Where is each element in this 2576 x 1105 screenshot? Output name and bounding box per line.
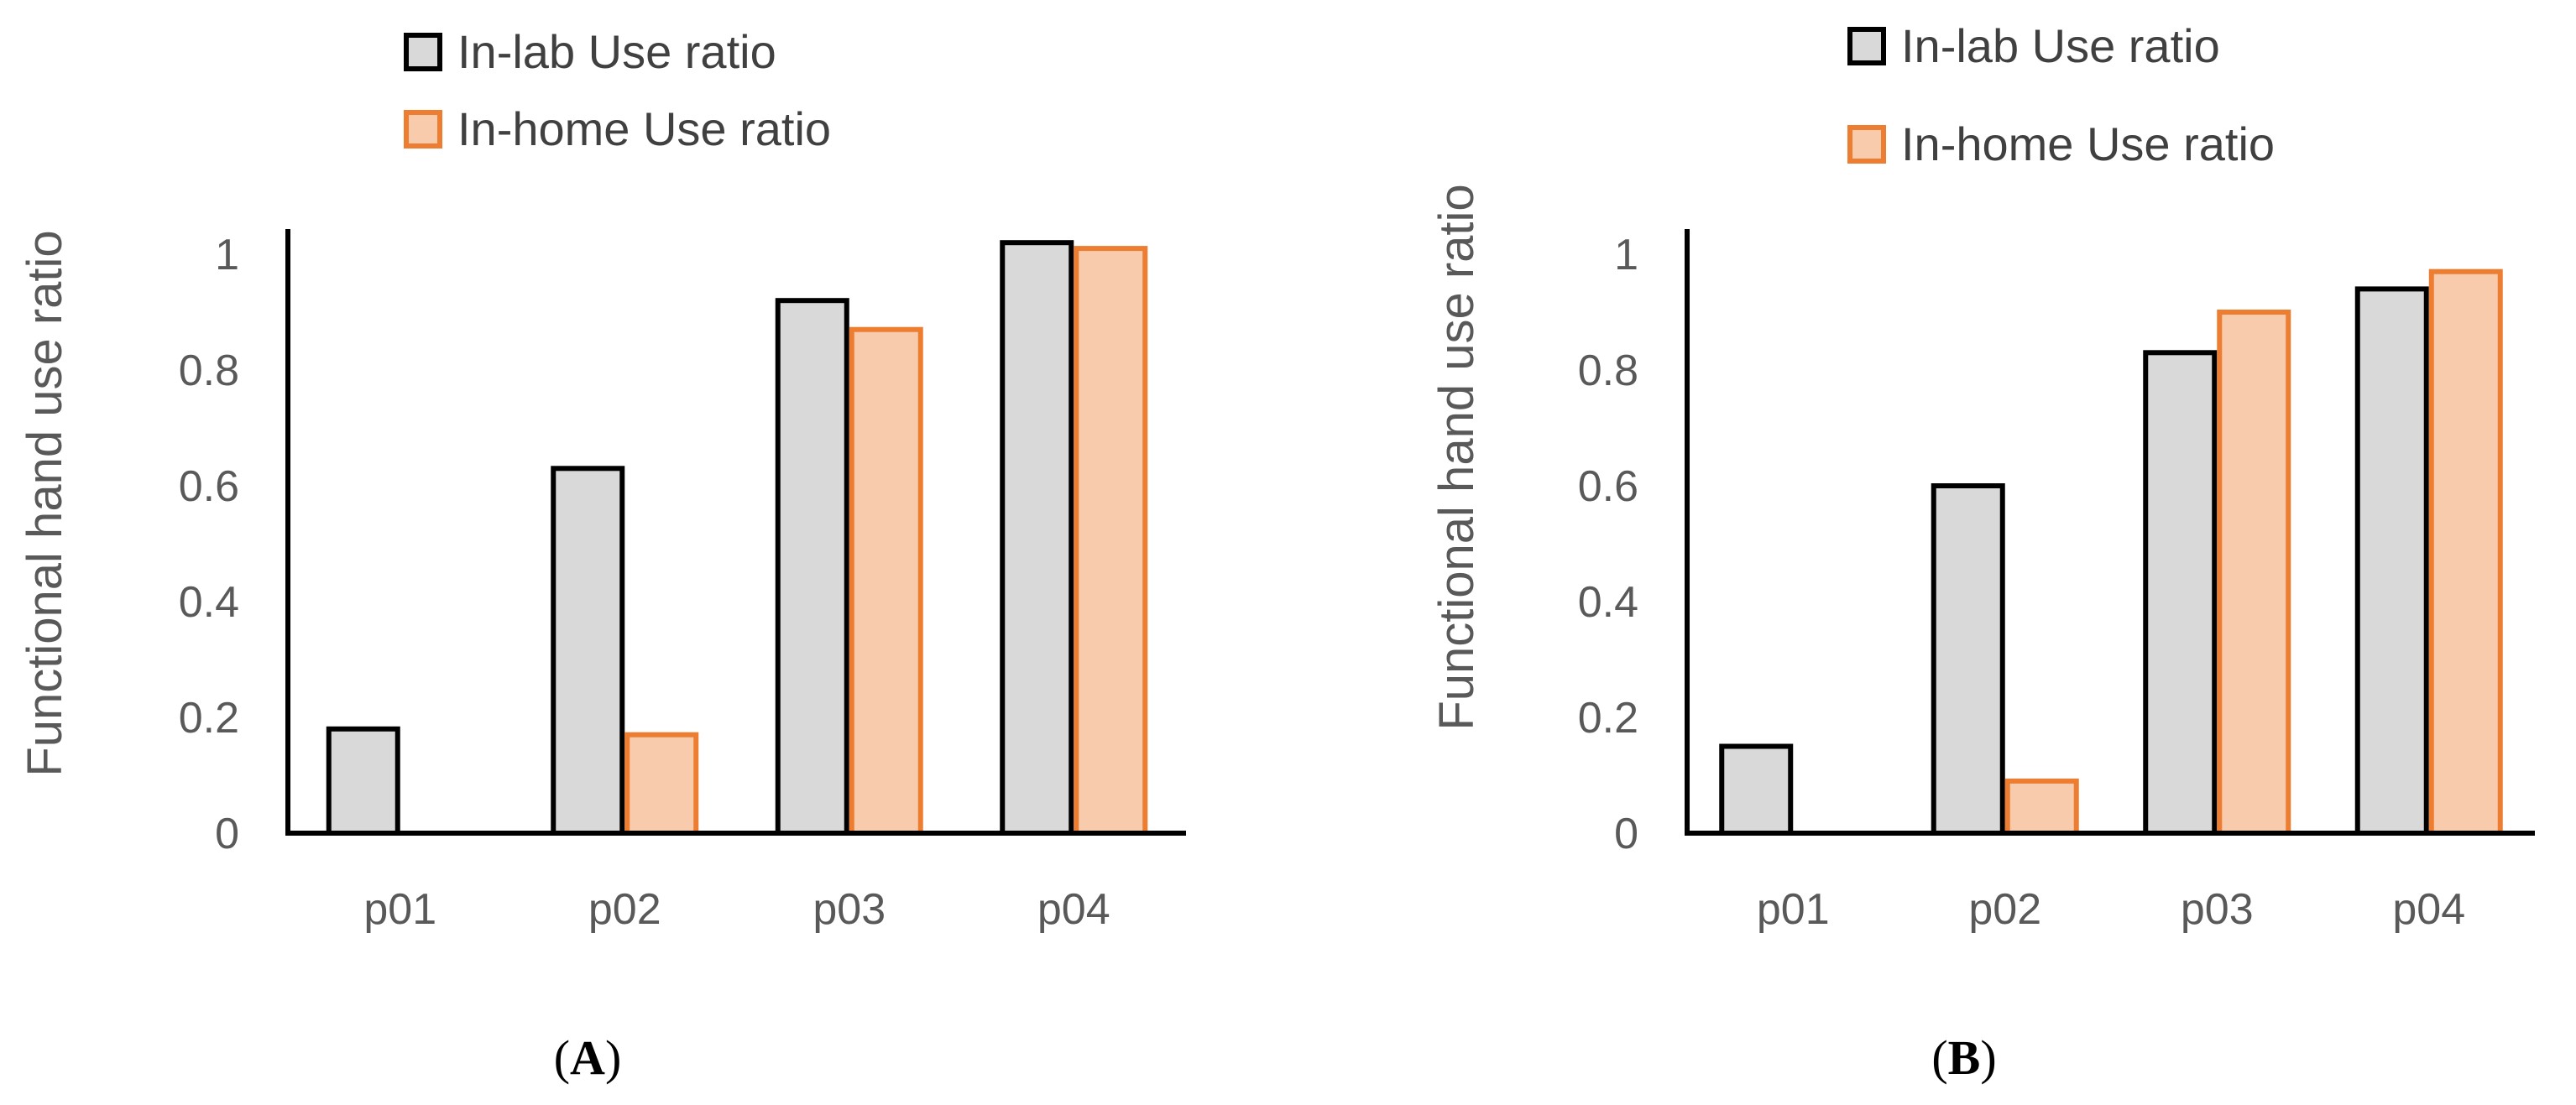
y-tick-label: 0.2 [1578,694,1638,743]
x-category-label: p03 [2181,885,2254,934]
x-category-label: p01 [363,885,436,934]
y-tick-label: 0.8 [179,347,239,395]
bar-inlab-p01 [326,726,400,836]
bar-inlab-p02 [1931,483,2005,836]
panel-label-letter: B [1948,1030,1981,1085]
bar-inhome-p02 [2004,778,2079,837]
panel-label-letter: A [570,1030,605,1085]
legend-swatch-inlab [404,33,442,71]
panel-label: (B) [1931,1030,1996,1085]
y-tick-label: 0.6 [1578,462,1638,511]
legend-swatch-inlab [1847,27,1886,65]
y-tick-label: 0.6 [179,462,239,511]
y-tick-label: 0.4 [179,578,239,627]
bar-inhome-p04 [1074,246,1148,837]
bar-inhome-p02 [624,732,699,837]
bar-inlab-p04 [2354,286,2429,836]
x-category-label: p02 [588,885,661,934]
bar-inhome-p04 [2428,268,2503,836]
y-tick-label: 0 [215,810,239,858]
panel-label-open: ( [1931,1030,1947,1085]
bar-inlab-p03 [2143,350,2218,836]
legend-swatch-inhome [1847,125,1886,164]
y-axis-title: Functional hand use ratio [1429,184,1484,730]
legend-label-inhome: In-home Use ratio [457,102,831,155]
panel-label-close: ) [605,1030,621,1085]
panel-label: (A) [554,1030,622,1085]
bar-inlab-p03 [775,298,849,836]
x-category-label: p01 [1757,885,1830,934]
y-tick-label: 0.4 [1578,578,1638,627]
legend-label-inlab: In-lab Use ratio [1901,19,2220,72]
bar-inlab-p04 [1000,240,1074,836]
legend: In-lab Use ratio In-home Use ratio [1847,19,2275,170]
y-tick-label: 0 [1614,810,1638,858]
bar-inlab-p02 [551,466,625,836]
y-tick-label: 1 [215,231,239,279]
x-category-label: p04 [2392,885,2465,934]
x-category-label: p04 [1037,885,1110,934]
chart-panel-a: 0 0.2 0.4 0.6 0.8 1 p01 p02 p03 p04 Functional han… [18,25,1186,1085]
y-tick-label: 0.2 [179,694,239,743]
bar-inhome-p03 [849,326,923,836]
legend-swatch-inhome [404,110,442,149]
panel-label-close: ) [1980,1030,1996,1085]
legend-label-inhome: In-home Use ratio [1901,117,2275,170]
legend-label-inlab: In-lab Use ratio [457,25,776,78]
y-tick-label: 0.8 [1578,347,1638,395]
x-category-label: p02 [1968,885,2041,934]
legend: In-lab Use ratio In-home Use ratio [404,25,831,155]
chart-panel-b: 0 0.2 0.4 0.6 0.8 1 p01 p02 p03 p04 Functional han… [1429,19,2535,1085]
bar-inlab-p01 [1719,743,1794,836]
x-category-label: p03 [813,885,886,934]
panel-label-open: ( [554,1030,570,1085]
y-tick-label: 1 [1614,231,1638,279]
y-axis-title: Functional hand use ratio [18,230,72,776]
bar-inhome-p03 [2217,310,2291,836]
